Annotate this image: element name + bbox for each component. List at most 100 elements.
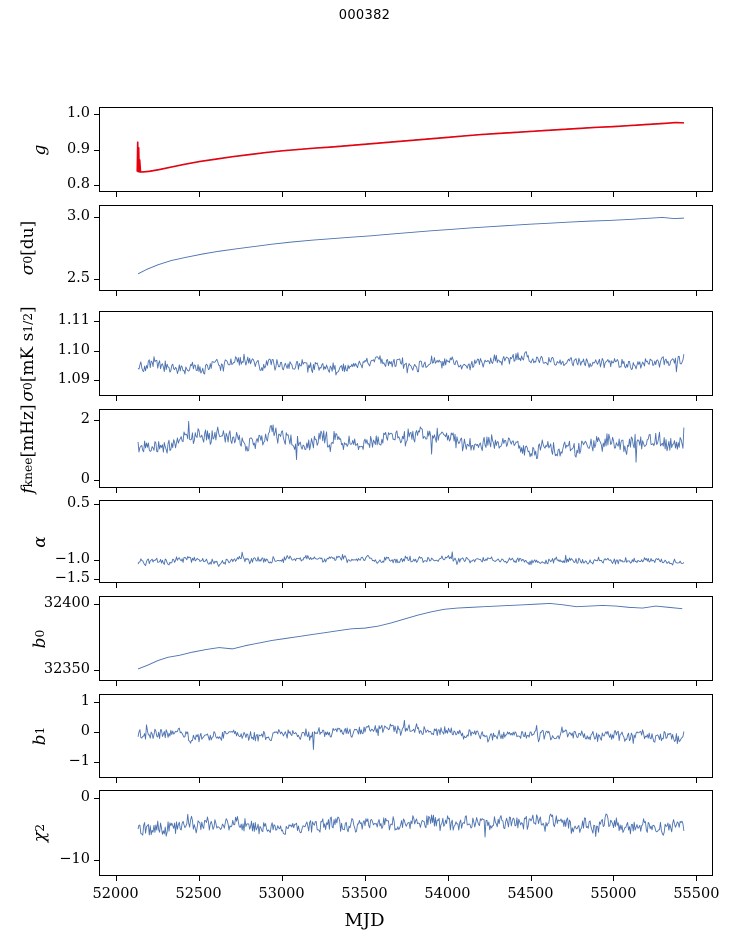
figure-title: 000382 bbox=[338, 8, 391, 23]
x-tick-mark bbox=[696, 876, 698, 881]
plot-panel-chi2 bbox=[99, 790, 713, 876]
x-tick-mark bbox=[364, 681, 366, 686]
x-tick-mark bbox=[115, 192, 117, 197]
x-tick-mark bbox=[115, 291, 117, 296]
x-tick-mark bbox=[447, 396, 449, 401]
x-tick-label: 53500 bbox=[341, 886, 388, 902]
y-tick-mark bbox=[94, 321, 99, 323]
x-tick-mark bbox=[364, 778, 366, 783]
x-tick-mark bbox=[198, 488, 200, 493]
x-tick-mark bbox=[198, 876, 200, 881]
plot-panel-gain bbox=[99, 107, 713, 192]
x-tick-mark bbox=[198, 681, 200, 686]
x-tick-mark bbox=[115, 396, 117, 401]
y-tick-label: −10 bbox=[59, 851, 90, 868]
x-tick-label: 53000 bbox=[258, 886, 305, 902]
y-tick-mark bbox=[94, 670, 99, 672]
x-tick-mark bbox=[447, 192, 449, 197]
x-tick-label: 52000 bbox=[92, 886, 139, 902]
x-tick-mark bbox=[696, 291, 698, 296]
x-tick-mark bbox=[530, 583, 532, 588]
y-axis-label-alpha: α bbox=[30, 535, 50, 548]
y-tick-mark bbox=[94, 761, 99, 763]
y-tick-label: 1.11 bbox=[57, 312, 90, 329]
y-tick-mark bbox=[94, 560, 99, 562]
y-tick-label: 0 bbox=[80, 722, 90, 739]
y-tick-label: 1.09 bbox=[57, 370, 90, 387]
x-tick-mark bbox=[696, 681, 698, 686]
series-sigma0-mk bbox=[138, 352, 684, 375]
plot-panel-f-knee bbox=[99, 409, 713, 488]
series-gain-raw bbox=[137, 123, 684, 172]
series-alpha bbox=[138, 552, 684, 567]
y-tick-label: −1.5 bbox=[54, 569, 90, 586]
y-tick-label: 1.10 bbox=[57, 341, 90, 358]
x-tick-mark bbox=[364, 583, 366, 588]
x-tick-label: 55000 bbox=[590, 886, 637, 902]
series-b0 bbox=[138, 603, 682, 668]
x-tick-mark bbox=[281, 192, 283, 197]
x-tick-mark bbox=[364, 488, 366, 493]
x-tick-mark bbox=[115, 876, 117, 881]
x-tick-mark bbox=[613, 583, 615, 588]
x-tick-mark bbox=[364, 876, 366, 881]
x-axis-label: MJD bbox=[344, 910, 385, 931]
y-tick-mark bbox=[94, 184, 99, 186]
y-tick-mark bbox=[94, 604, 99, 606]
y-tick-mark bbox=[94, 701, 99, 703]
y-tick-label: 0.9 bbox=[66, 140, 90, 157]
x-tick-mark bbox=[115, 681, 117, 686]
x-tick-mark bbox=[447, 291, 449, 296]
x-tick-label: 54000 bbox=[424, 886, 471, 902]
y-tick-label: 0 bbox=[80, 471, 90, 488]
y-tick-mark bbox=[94, 797, 99, 799]
x-tick-mark bbox=[198, 396, 200, 401]
x-tick-mark bbox=[696, 192, 698, 197]
y-tick-mark bbox=[94, 350, 99, 352]
series-gain-smooth bbox=[137, 123, 684, 172]
x-tick-mark bbox=[613, 876, 615, 881]
x-tick-label: 55500 bbox=[673, 886, 720, 902]
x-tick-mark bbox=[613, 488, 615, 493]
plot-panel-alpha bbox=[99, 500, 713, 583]
plot-panel-sigma0-mk bbox=[99, 311, 713, 396]
x-tick-mark bbox=[613, 192, 615, 197]
x-tick-mark bbox=[198, 778, 200, 783]
y-tick-mark bbox=[94, 114, 99, 116]
x-tick-mark bbox=[447, 681, 449, 686]
y-tick-label: 1 bbox=[80, 692, 90, 709]
x-tick-mark bbox=[447, 778, 449, 783]
x-tick-mark bbox=[281, 876, 283, 881]
x-tick-mark bbox=[364, 192, 366, 197]
series-sigma0-du bbox=[138, 217, 684, 273]
y-tick-label: 0 bbox=[80, 788, 90, 805]
series-f-knee bbox=[138, 421, 684, 462]
y-tick-label: 2 bbox=[80, 410, 90, 427]
x-tick-mark bbox=[613, 291, 615, 296]
x-tick-mark bbox=[281, 778, 283, 783]
y-tick-mark bbox=[94, 217, 99, 219]
x-tick-mark bbox=[447, 583, 449, 588]
x-tick-mark bbox=[447, 488, 449, 493]
x-tick-mark bbox=[198, 291, 200, 296]
y-tick-mark bbox=[94, 149, 99, 151]
y-tick-label: 32350 bbox=[43, 661, 90, 678]
y-tick-label: 0.8 bbox=[66, 175, 90, 192]
y-tick-mark bbox=[94, 860, 99, 862]
y-tick-mark bbox=[94, 578, 99, 580]
y-tick-label: −1 bbox=[68, 752, 90, 769]
x-tick-mark bbox=[281, 681, 283, 686]
plot-panel-b1 bbox=[99, 694, 713, 778]
y-tick-label: 0.5 bbox=[66, 495, 90, 512]
x-tick-mark bbox=[364, 396, 366, 401]
y-tick-label: 2.5 bbox=[66, 269, 90, 286]
x-tick-mark bbox=[115, 778, 117, 783]
x-tick-mark bbox=[530, 291, 532, 296]
x-tick-label: 54500 bbox=[507, 886, 554, 902]
x-tick-mark bbox=[613, 396, 615, 401]
x-tick-mark bbox=[447, 876, 449, 881]
x-tick-mark bbox=[696, 583, 698, 588]
